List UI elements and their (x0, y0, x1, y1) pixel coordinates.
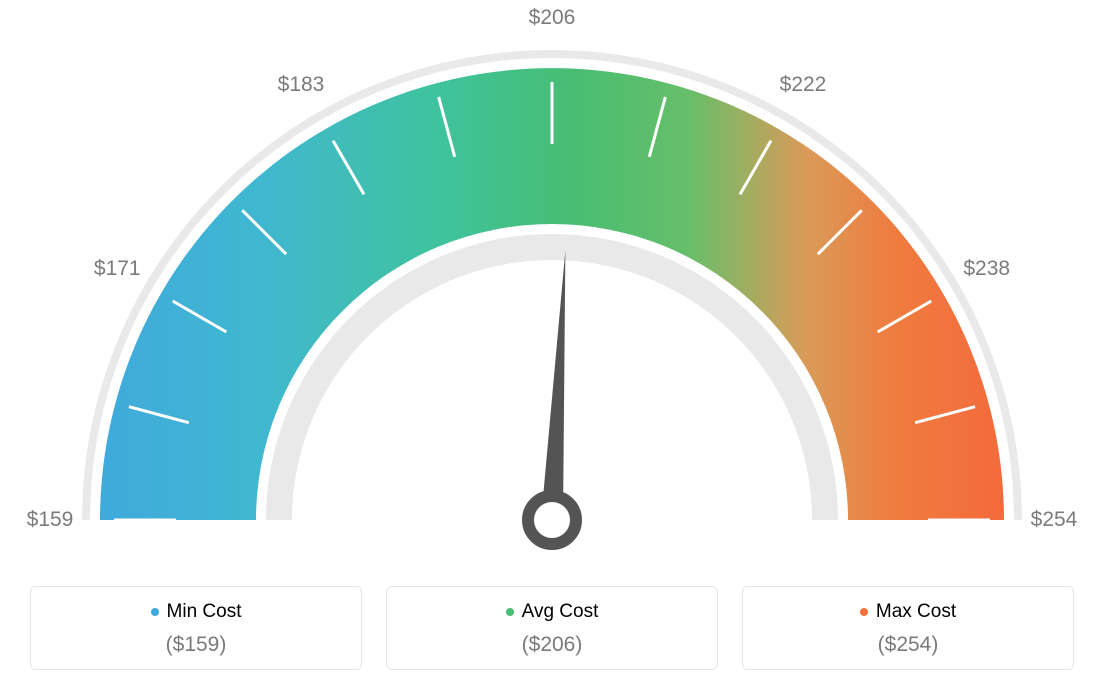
gauge-tick-label: $159 (27, 508, 74, 532)
legend-avg-title: Avg Cost (506, 601, 599, 623)
dot-icon (860, 608, 868, 616)
legend-min-title: Min Cost (151, 601, 242, 623)
legend-avg-card: Avg Cost ($206) (386, 586, 718, 670)
gauge-tick-label: $238 (963, 257, 1010, 281)
legend-avg-value: ($206) (397, 633, 707, 657)
dot-icon (151, 608, 159, 616)
legend-min-card: Min Cost ($159) (30, 586, 362, 670)
gauge-tick-label: $254 (1031, 508, 1078, 532)
legend-max-title: Max Cost (860, 601, 956, 623)
legend-min-label: Min Cost (167, 601, 242, 623)
legend-max-label: Max Cost (876, 601, 956, 623)
gauge-tick-label: $222 (780, 73, 827, 97)
cost-gauge-chart: $159 $171 $183 $206 $222 $238 $254 Min Cost ($… (0, 0, 1104, 690)
gauge-tick-label: $206 (529, 6, 576, 30)
legend-max-value: ($254) (753, 633, 1063, 657)
gauge: $159 $171 $183 $206 $222 $238 $254 (0, 0, 1104, 570)
legend-avg-label: Avg Cost (522, 601, 599, 623)
gauge-tick-label: $183 (278, 73, 325, 97)
legend-max-card: Max Cost ($254) (742, 586, 1074, 670)
legend-row: Min Cost ($159) Avg Cost ($206) Max Cost… (30, 586, 1074, 670)
gauge-tick-label: $171 (94, 257, 141, 281)
legend-min-value: ($159) (41, 633, 351, 657)
dot-icon (506, 608, 514, 616)
